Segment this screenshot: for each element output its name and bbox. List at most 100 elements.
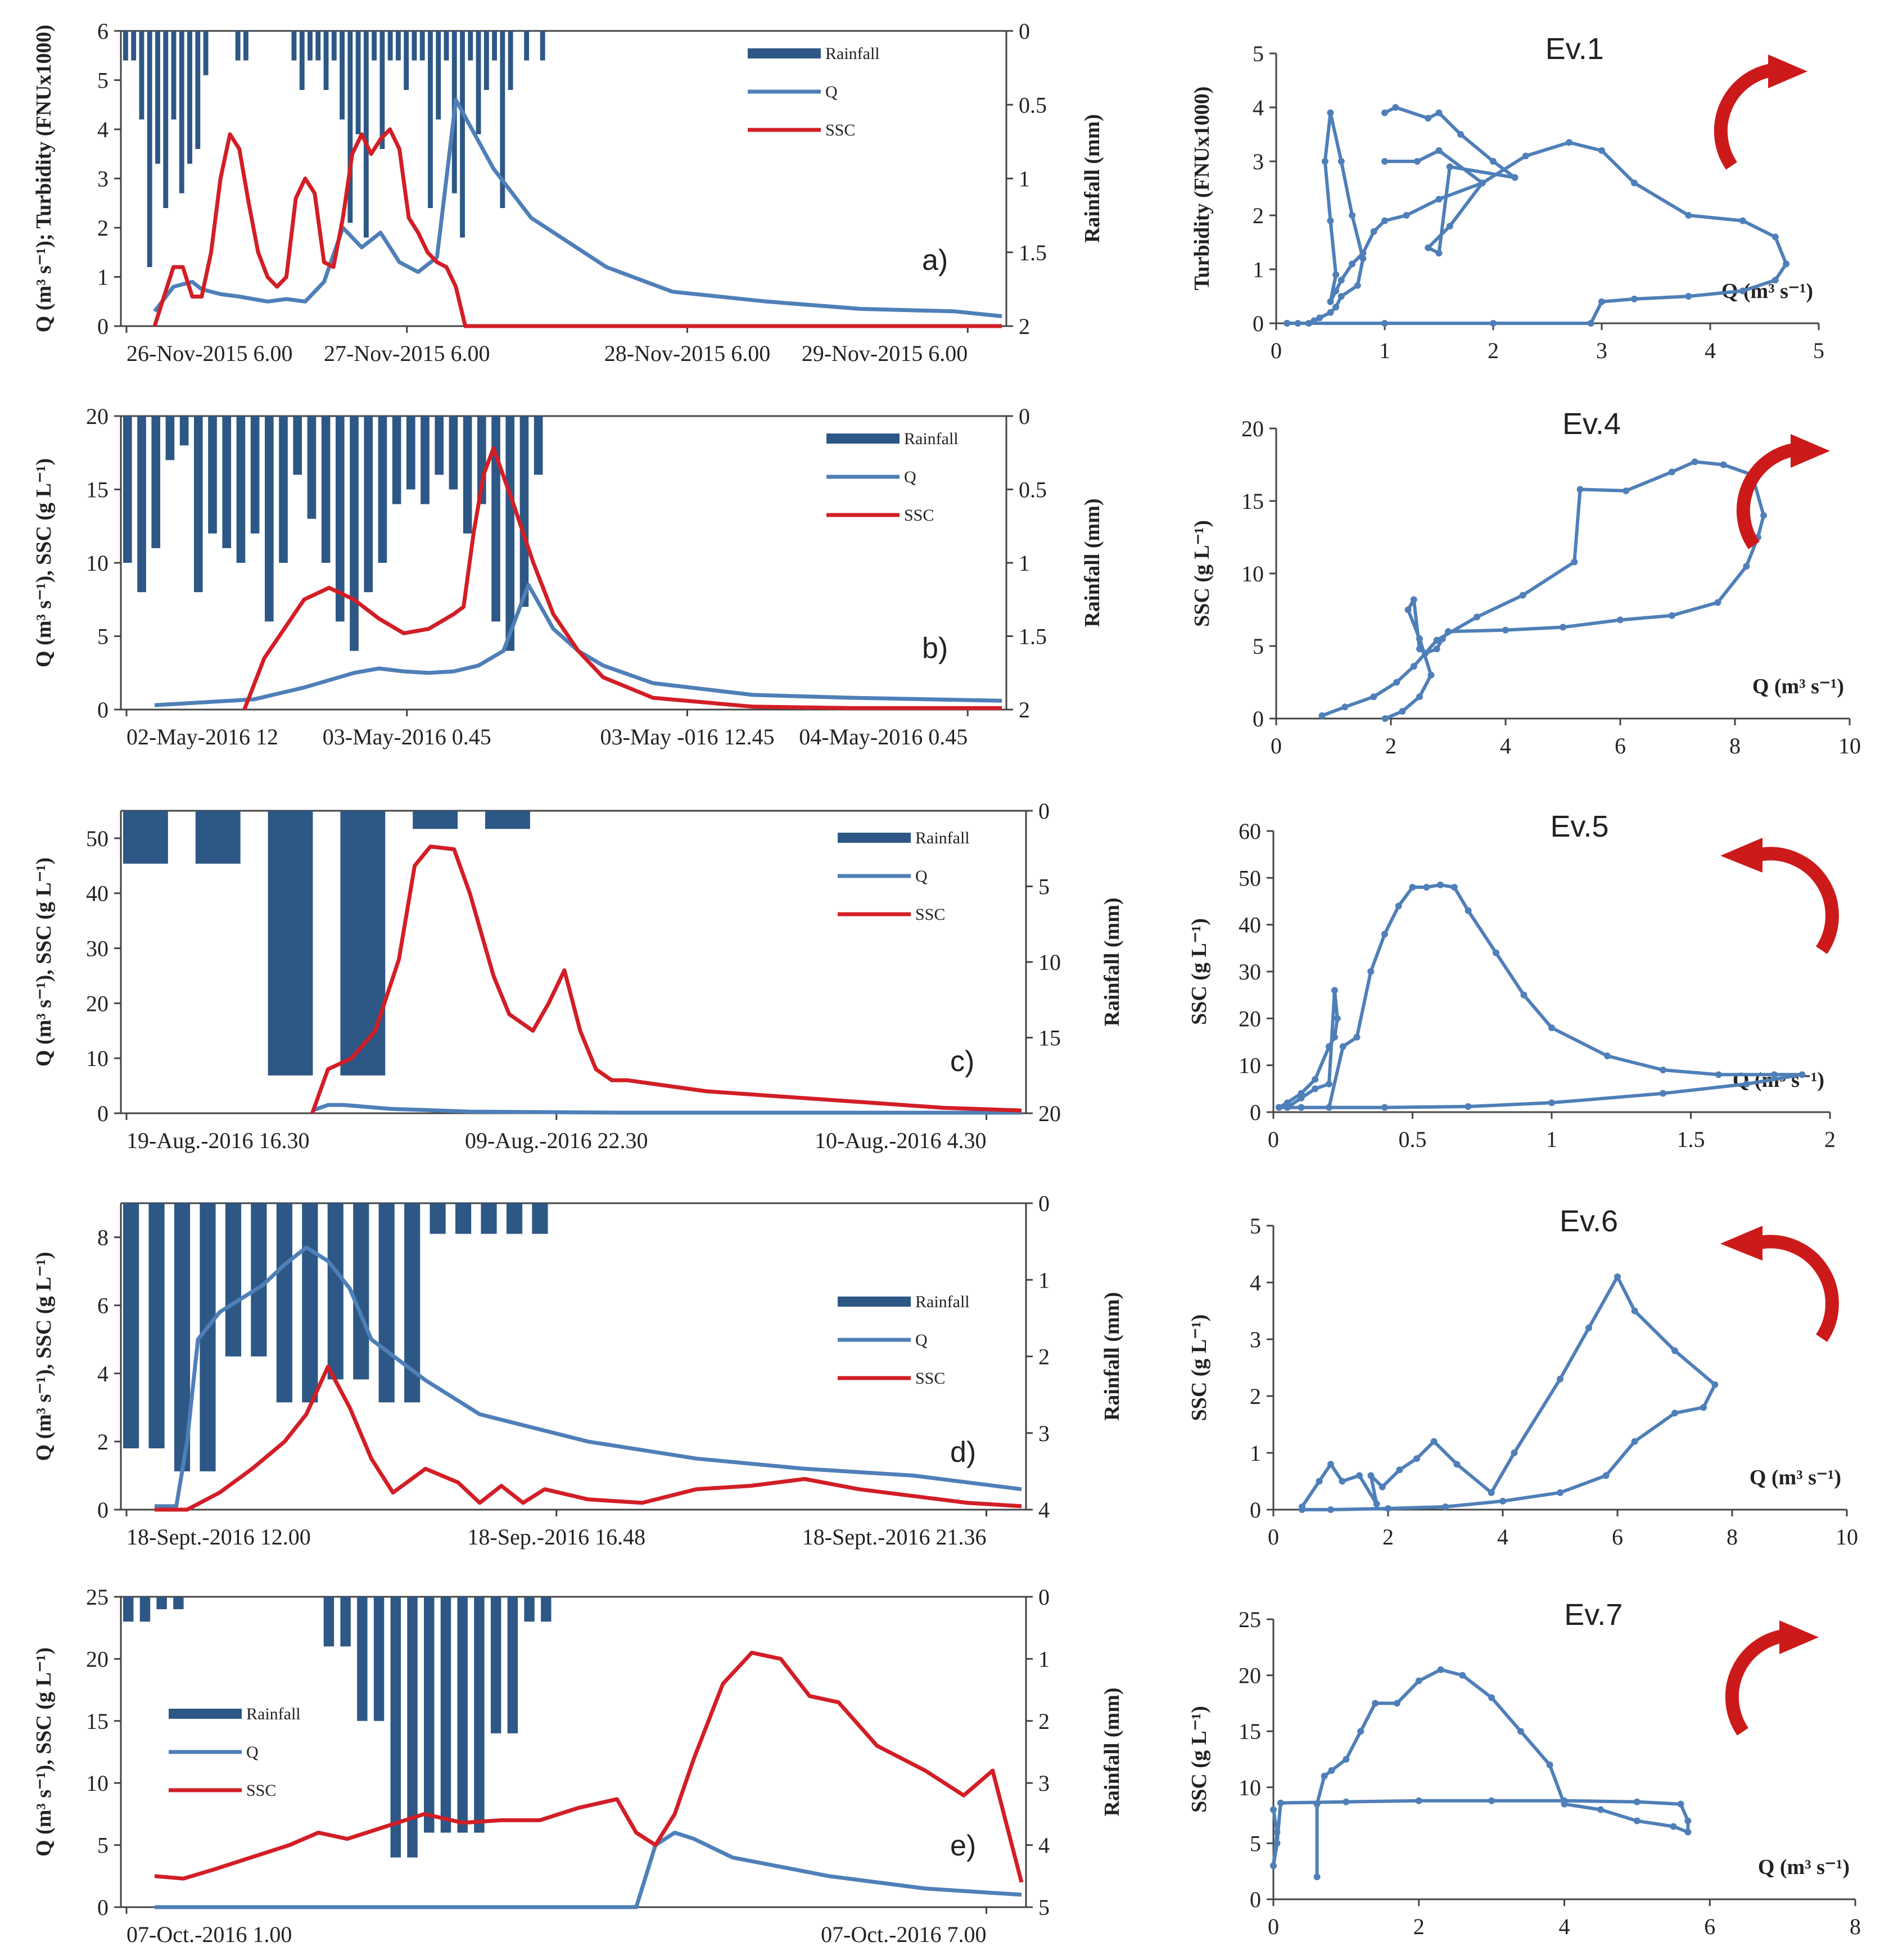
rainfall-bar	[321, 416, 331, 563]
arrowhead-icon	[1779, 1620, 1819, 1654]
y-axis-title: Q (m³ s⁻¹), SSC (g L⁻¹)	[32, 1647, 56, 1857]
loop-point	[1602, 1472, 1610, 1479]
timeseries-panel-1: 0 1 2 3 4 5 6 0 0.5 1 1.5 2 26-Nov-2015 6.00 27-Nov-2…	[32, 19, 1104, 366]
y-tick-label: 4	[1253, 95, 1264, 120]
y2-tick-label: 4	[1038, 1497, 1050, 1523]
y-tick-label: 0	[97, 1895, 109, 1920]
loop-point	[1310, 317, 1318, 324]
loop-point	[1415, 1797, 1422, 1804]
loop-point	[1743, 1081, 1750, 1087]
legend-label: SSC	[246, 1781, 276, 1800]
event-title: Ev.7	[1564, 1598, 1623, 1632]
loop-point	[1339, 1043, 1346, 1050]
loop-point	[1422, 649, 1429, 657]
loop-point	[1576, 486, 1584, 493]
loop-point	[1604, 1053, 1611, 1059]
legend-label: Rainfall	[915, 829, 970, 847]
timeseries-panel-3: 0 10 20 30 40 50 0 5 10 15 20 19-Aug.-2016 16.30 09-…	[32, 798, 1124, 1153]
hysteresis-loop	[1287, 111, 1788, 325]
y-tick-label: 5	[97, 68, 109, 93]
rainfall-bar	[357, 1597, 368, 1721]
loop-point	[1331, 1033, 1338, 1041]
loop-point	[1284, 320, 1291, 327]
event-title: Ev.4	[1562, 407, 1621, 441]
q-line	[154, 582, 1002, 707]
loop-point	[1370, 228, 1377, 235]
x-tick-label: 07-Oct.-2016 1.00	[126, 1922, 292, 1947]
hysteresis-arrow-icon	[1714, 64, 1773, 170]
loop-point	[1548, 1024, 1555, 1031]
loop-point	[1623, 487, 1630, 494]
loop-point	[1327, 109, 1334, 116]
legend-label: Q	[825, 83, 838, 101]
loop-point	[1381, 109, 1388, 116]
loop-point	[1359, 255, 1367, 262]
loop-point	[1684, 1828, 1692, 1836]
loop-point	[1354, 282, 1361, 289]
x-tick-label: 4	[1500, 733, 1511, 758]
rainfall-bar	[507, 1597, 518, 1733]
y-axis-title: SSC (g L⁻¹)	[1190, 520, 1214, 627]
y-tick-label: 5	[1253, 41, 1264, 66]
y-tick-label: 4	[1250, 1270, 1261, 1295]
rainfall-bar	[179, 31, 184, 193]
rainfall-bar	[541, 1597, 552, 1622]
rainfall-bar	[424, 1597, 435, 1833]
loop-point	[1410, 663, 1417, 670]
loop-point	[1714, 599, 1721, 606]
rainfall-bar	[524, 31, 530, 61]
y-tick-label: 3	[1250, 1327, 1261, 1352]
loop-point	[1273, 1840, 1281, 1847]
rainfall-bar	[412, 31, 417, 61]
y-tick-label: 5	[97, 624, 109, 649]
loop-point	[1392, 104, 1399, 111]
loop-point	[1437, 1666, 1444, 1673]
x-tick-label: 1.5	[1677, 1127, 1705, 1152]
y2-tick-label: 2	[1038, 1344, 1050, 1370]
rainfall-bar	[455, 1203, 472, 1234]
legend-label: Rainfall	[904, 430, 959, 448]
loop-point	[1298, 1090, 1305, 1097]
rainfall-bar	[436, 31, 441, 120]
rainfall-bar	[340, 1597, 351, 1647]
y-tick-label: 6	[97, 1293, 109, 1318]
loop-point	[1633, 1817, 1641, 1824]
q-line	[153, 98, 1002, 318]
loop-point	[1520, 991, 1528, 999]
y-tick-label: 25	[1239, 1607, 1261, 1632]
rainfall-bar	[460, 31, 465, 238]
rainfall-bar	[492, 31, 497, 61]
rainfall-bar	[490, 1597, 501, 1733]
hysteresis-loop	[1300, 1275, 1717, 1511]
loop-point	[1270, 1806, 1277, 1813]
loop-point	[1450, 884, 1458, 891]
rainfall-bar	[534, 416, 543, 475]
loop-point	[1379, 1483, 1386, 1491]
loop-point	[1560, 624, 1566, 631]
y2-tick-label: 3	[1038, 1421, 1050, 1446]
loop-point	[1370, 693, 1377, 701]
y-tick-label: 20	[86, 1646, 109, 1672]
loop-point	[1427, 671, 1435, 679]
rainfall-bar	[139, 31, 144, 120]
rainfall-bar	[173, 1597, 184, 1610]
y-tick-label: 20	[1239, 1663, 1261, 1688]
y-axis-title: SSC (g L⁻¹)	[1187, 918, 1211, 1025]
loop-point	[1298, 1104, 1305, 1111]
x-tick-label: 6	[1704, 1914, 1715, 1939]
loop-point	[1343, 1756, 1350, 1763]
y2-axis-title: Rainfall (mm)	[1100, 897, 1124, 1026]
loop-point	[1479, 179, 1486, 187]
timeseries-panel-2: 0 5 10 15 20 0 0.5 1 1.5 2 02-May-2016 12 03-May-20…	[32, 404, 1104, 749]
x-tick-label: 0	[1271, 733, 1282, 758]
x-tick-label: 4	[1559, 1914, 1570, 1939]
loop-point	[1677, 1800, 1684, 1808]
y2-tick-label: 2	[1019, 697, 1030, 722]
y-tick-label: 50	[1239, 865, 1261, 891]
hysteresis-arrow-icon	[1736, 443, 1795, 549]
y-tick-label: 8	[97, 1225, 109, 1250]
rainfall-bar	[265, 416, 274, 622]
loop-point	[1313, 1800, 1321, 1808]
loop-point	[1359, 250, 1367, 257]
